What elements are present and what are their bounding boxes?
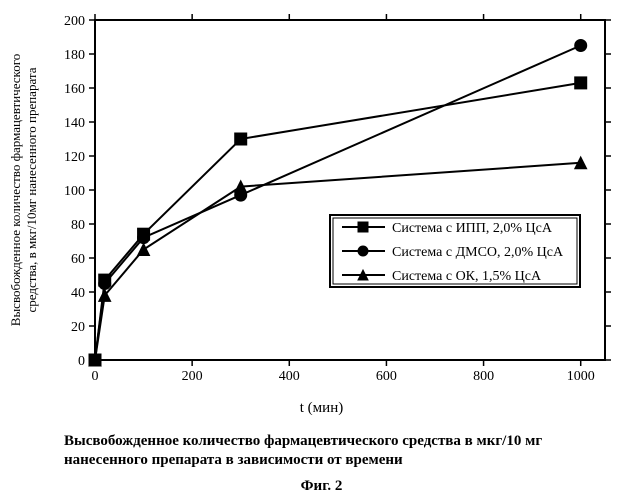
svg-text:40: 40 (71, 286, 85, 301)
x-axis-label: t (мин) (0, 400, 643, 417)
figure-number: Фиг. 2 (0, 478, 643, 495)
svg-text:60: 60 (71, 252, 85, 267)
svg-text:200: 200 (64, 14, 85, 29)
svg-text:400: 400 (279, 369, 300, 384)
svg-text:120: 120 (64, 150, 85, 165)
svg-text:80: 80 (71, 218, 85, 233)
svg-text:200: 200 (182, 369, 203, 384)
svg-text:0: 0 (78, 354, 85, 369)
figure-container: Высвобожденное количество фармацевтическ… (0, 0, 643, 500)
svg-text:20: 20 (71, 320, 85, 335)
svg-text:600: 600 (376, 369, 397, 384)
svg-text:100: 100 (64, 184, 85, 199)
svg-text:180: 180 (64, 48, 85, 63)
figure-caption: Высвобожденное количество фармацевтическ… (64, 432, 603, 470)
svg-text:0: 0 (92, 369, 99, 384)
svg-text:800: 800 (473, 369, 494, 384)
svg-text:160: 160 (64, 82, 85, 97)
svg-text:Система с ДМСО, 2,0% ЦсА: Система с ДМСО, 2,0% ЦсА (392, 245, 564, 260)
svg-text:Система с ИПП, 2,0% ЦсА: Система с ИПП, 2,0% ЦсА (392, 221, 553, 236)
svg-text:1000: 1000 (567, 369, 595, 384)
chart-plot: 0 20 40 60 80 100 120 140 160 180 200 0 200 400 600 800… (0, 0, 643, 400)
svg-text:Система с ОК, 1,5% ЦсА: Система с ОК, 1,5% ЦсА (392, 269, 542, 284)
svg-text:140: 140 (64, 116, 85, 131)
